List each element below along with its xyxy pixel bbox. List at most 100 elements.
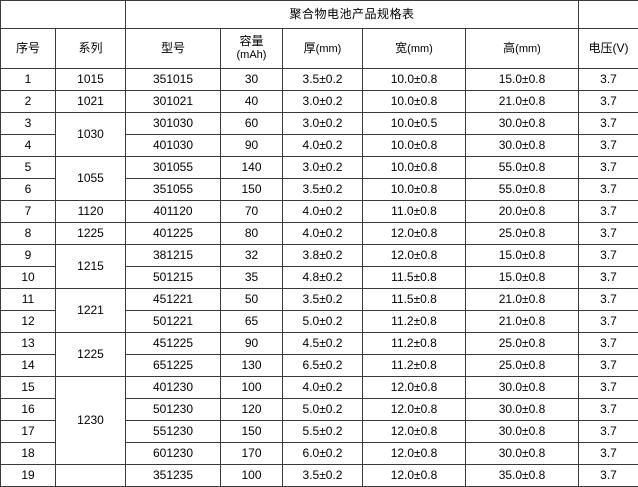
cell-series: 1021 bbox=[56, 91, 126, 113]
cell-capacity: 40 bbox=[221, 91, 283, 113]
cell-capacity: 35 bbox=[221, 267, 283, 289]
cell-thickness: 4.5±0.2 bbox=[283, 333, 363, 355]
cell-height: 21.0±0.8 bbox=[466, 91, 579, 113]
header-seq: 序号 bbox=[1, 29, 56, 69]
header-voltage: 电压(V) bbox=[579, 29, 638, 69]
cell-thickness: 3.5±0.2 bbox=[283, 289, 363, 311]
cell-width: 10.0±0.5 bbox=[363, 113, 466, 135]
cell-thickness: 3.8±0.2 bbox=[283, 245, 363, 267]
cell-series: 1230 bbox=[56, 377, 126, 465]
cell-thickness: 5.5±0.2 bbox=[283, 421, 363, 443]
cell-width: 12.0±0.8 bbox=[363, 377, 466, 399]
cell-height: 15.0±0.8 bbox=[466, 267, 579, 289]
cell-width: 10.0±0.8 bbox=[363, 91, 466, 113]
cell-model: 301021 bbox=[126, 91, 221, 113]
cell-width: 11.2±0.8 bbox=[363, 355, 466, 377]
cell-capacity: 150 bbox=[221, 421, 283, 443]
cell-model: 301030 bbox=[126, 113, 221, 135]
cell-height: 15.0±0.8 bbox=[466, 245, 579, 267]
cell-model: 401230 bbox=[126, 377, 221, 399]
cell-capacity: 80 bbox=[221, 223, 283, 245]
cell-model: 401030 bbox=[126, 135, 221, 157]
cell-thickness: 3.5±0.2 bbox=[283, 69, 363, 91]
cell-width: 11.2±0.8 bbox=[363, 311, 466, 333]
cell-series: 1015 bbox=[56, 69, 126, 91]
cell-height: 25.0±0.8 bbox=[466, 355, 579, 377]
cell-model: 301055 bbox=[126, 157, 221, 179]
cell-height: 30.0±0.8 bbox=[466, 399, 579, 421]
cell-capacity: 60 bbox=[221, 113, 283, 135]
cell-height: 25.0±0.8 bbox=[466, 223, 579, 245]
header-thickness: 厚(mm) bbox=[283, 29, 363, 69]
cell-model: 501221 bbox=[126, 311, 221, 333]
cell-voltage: 3.7 bbox=[579, 69, 638, 91]
cell-voltage: 3.7 bbox=[579, 355, 638, 377]
cell-capacity: 50 bbox=[221, 289, 283, 311]
header-width: 宽(mm) bbox=[363, 29, 466, 69]
cell-model: 451225 bbox=[126, 333, 221, 355]
cell-series: 1030 bbox=[56, 113, 126, 157]
header-capacity-main: 容量 bbox=[239, 34, 263, 48]
cell-height: 30.0±0.8 bbox=[466, 135, 579, 157]
cell-voltage: 3.7 bbox=[579, 311, 638, 333]
table-title: 聚合物电池产品规格表 bbox=[126, 1, 579, 29]
header-height-label: 高 bbox=[503, 41, 515, 55]
cell-width: 11.2±0.8 bbox=[363, 333, 466, 355]
cell-width: 12.0±0.8 bbox=[363, 245, 466, 267]
title-right-spacer bbox=[579, 1, 638, 29]
cell-voltage: 3.7 bbox=[579, 135, 638, 157]
cell-voltage: 3.7 bbox=[579, 289, 638, 311]
cell-capacity: 70 bbox=[221, 201, 283, 223]
cell-thickness: 3.0±0.2 bbox=[283, 91, 363, 113]
cell-model: 351055 bbox=[126, 179, 221, 201]
cell-voltage: 3.7 bbox=[579, 91, 638, 113]
cell-width: 11.0±0.8 bbox=[363, 201, 466, 223]
table-header-row: 序号 系列 型号 容量 (mAh) 厚(mm) 宽(mm) 高(mm) 电压(V… bbox=[1, 29, 638, 69]
cell-thickness: 3.0±0.2 bbox=[283, 113, 363, 135]
cell-seq: 15 bbox=[1, 377, 56, 399]
cell-capacity: 32 bbox=[221, 245, 283, 267]
cell-seq: 18 bbox=[1, 443, 56, 465]
cell-seq: 4 bbox=[1, 135, 56, 157]
cell-seq: 12 bbox=[1, 311, 56, 333]
header-height-unit: (mm) bbox=[515, 43, 541, 55]
cell-voltage: 3.7 bbox=[579, 333, 638, 355]
cell-series: 1215 bbox=[56, 245, 126, 289]
cell-height: 21.0±0.8 bbox=[466, 311, 579, 333]
cell-width: 12.0±0.8 bbox=[363, 443, 466, 465]
cell-thickness: 5.0±0.2 bbox=[283, 399, 363, 421]
cell-seq: 8 bbox=[1, 223, 56, 245]
cell-width: 10.0±0.8 bbox=[363, 179, 466, 201]
cell-voltage: 3.7 bbox=[579, 157, 638, 179]
cell-voltage: 3.7 bbox=[579, 245, 638, 267]
cell-model: 601230 bbox=[126, 443, 221, 465]
cell-voltage: 3.7 bbox=[579, 443, 638, 465]
cell-model: 451221 bbox=[126, 289, 221, 311]
cell-capacity: 150 bbox=[221, 179, 283, 201]
cell-voltage: 3.7 bbox=[579, 223, 638, 245]
cell-model: 351015 bbox=[126, 69, 221, 91]
cell-capacity: 90 bbox=[221, 333, 283, 355]
cell-capacity: 90 bbox=[221, 135, 283, 157]
cell-seq: 2 bbox=[1, 91, 56, 113]
cell-series: 1225 bbox=[56, 223, 126, 245]
cell-capacity: 100 bbox=[221, 377, 283, 399]
cell-height: 30.0±0.8 bbox=[466, 421, 579, 443]
cell-height: 25.0±0.8 bbox=[466, 333, 579, 355]
cell-width: 11.5±0.8 bbox=[363, 289, 466, 311]
header-width-label: 宽 bbox=[395, 41, 407, 55]
cell-thickness: 4.0±0.2 bbox=[283, 135, 363, 157]
cell-seq: 1 bbox=[1, 69, 56, 91]
cell-height: 21.0±0.8 bbox=[466, 289, 579, 311]
cell-thickness: 5.0±0.2 bbox=[283, 311, 363, 333]
cell-voltage: 3.7 bbox=[579, 421, 638, 443]
cell-seq: 11 bbox=[1, 289, 56, 311]
cell-thickness: 4.0±0.2 bbox=[283, 223, 363, 245]
header-height: 高(mm) bbox=[466, 29, 579, 69]
cell-seq: 9 bbox=[1, 245, 56, 267]
